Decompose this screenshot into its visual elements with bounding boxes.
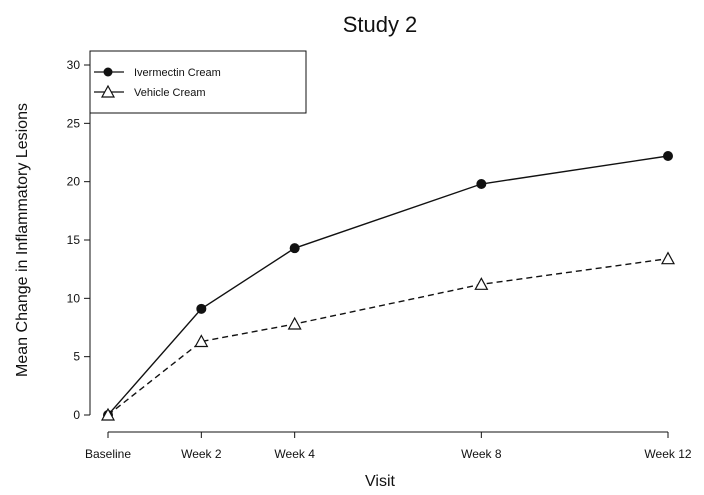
x-axis-title: Visit — [365, 473, 395, 490]
y-tick-label: 10 — [67, 291, 81, 305]
data-point — [476, 179, 487, 189]
y-tick-label: 20 — [67, 175, 81, 189]
x-tick-label: Week 12 — [644, 447, 691, 461]
data-point — [196, 303, 207, 314]
data-point — [474, 277, 489, 290]
data-point — [663, 151, 673, 161]
data-point — [287, 316, 302, 330]
x-axis-ticks: Baseline Week 2 Week 4 Week 8 Week 12 — [85, 432, 692, 461]
y-tick-label: 15 — [67, 233, 81, 247]
legend-label-ivermectin: Ivermectin Cream — [134, 67, 221, 79]
legend-box — [89, 50, 307, 114]
legend-entry-vehicle: Vehicle Cream — [94, 84, 206, 99]
y-axis-title: Mean Change in Inflammatory Lesions — [14, 103, 31, 377]
legend-marker-ivermectin — [103, 67, 113, 77]
y-tick-label: 0 — [73, 408, 80, 422]
legend: Ivermectin Cream Vehicle Cream — [89, 50, 307, 114]
series-line-0 — [107, 155, 669, 416]
data-point — [660, 251, 676, 265]
x-tick-label: Week 8 — [461, 447, 502, 461]
legend-marker-vehicle — [100, 84, 116, 98]
data-point — [194, 334, 209, 348]
y-tick-label: 5 — [73, 350, 80, 364]
chart-title: Study 2 — [343, 12, 418, 37]
x-tick-label: Week 4 — [274, 447, 315, 461]
y-tick-label: 30 — [67, 58, 81, 72]
data-point — [100, 407, 116, 421]
y-tick-label: 25 — [67, 116, 81, 130]
x-tick-label: Baseline — [85, 447, 131, 461]
legend-entry-ivermectin: Ivermectin Cream — [94, 67, 221, 79]
series-layer — [100, 151, 676, 421]
series-line-1 — [107, 257, 669, 416]
legend-label-vehicle: Vehicle Cream — [134, 87, 206, 99]
y-axis-ticks: 0 5 10 15 20 25 30 — [67, 58, 90, 422]
data-point — [289, 243, 300, 254]
x-tick-label: Week 2 — [181, 447, 222, 461]
